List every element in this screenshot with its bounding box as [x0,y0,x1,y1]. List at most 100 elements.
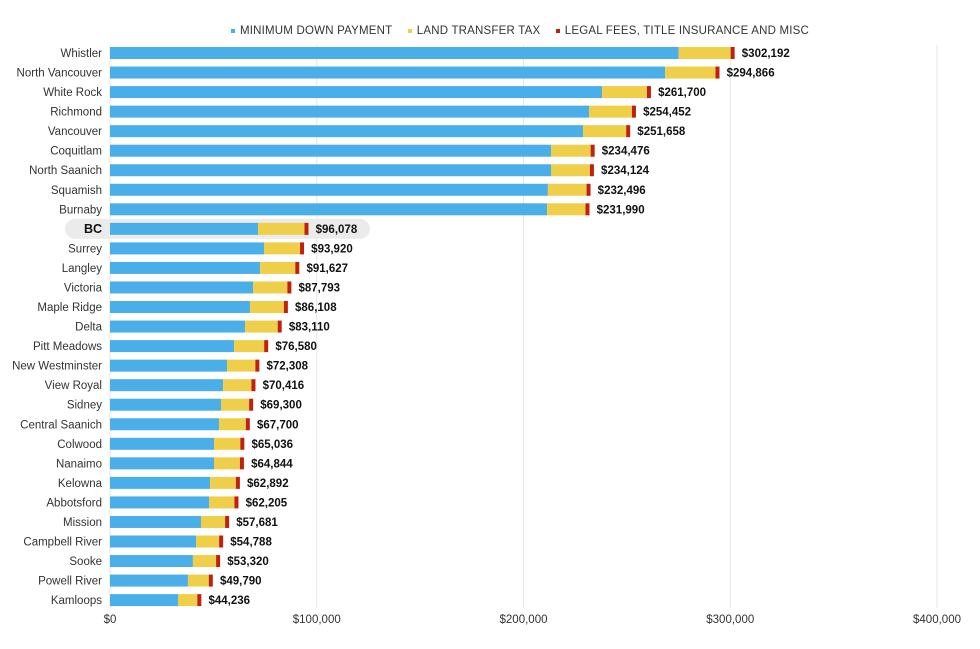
bar-segment-land-transfer-tax [264,242,301,255]
bar-segment-land-transfer-tax [223,379,252,392]
legend-label: LEGAL FEES, TITLE INSURANCE AND MISC [564,25,810,37]
category-label: New Westminster [12,361,102,373]
bar-segment-legal-fees [216,555,221,568]
bar-segment-down-payment [110,476,211,489]
bar-segment-down-payment [110,301,250,314]
total-label: $49,790 [220,576,262,588]
category-label: Abbotsford [46,497,102,509]
legend-swatch [555,28,560,33]
bar-segment-down-payment [110,340,235,353]
category-label: View Royal [45,380,102,392]
bar-segment-land-transfer-tax [602,86,647,99]
total-label: $254,452 [643,107,691,119]
category-label: Surrey [68,243,102,255]
bar-segment-down-payment [110,535,197,548]
total-label: $87,793 [299,282,341,294]
category-label: Kamloops [51,595,102,607]
legend-swatch [230,28,235,33]
total-label: $62,205 [246,497,288,509]
legend-label: MINIMUM DOWN PAYMENT [239,25,393,37]
bar-segment-land-transfer-tax [253,281,288,294]
bar-segment-down-payment [110,437,214,450]
bar-segment-land-transfer-tax [589,105,632,118]
category-label: Vancouver [48,126,102,138]
bar-segment-down-payment [110,555,193,568]
bar-segment-down-payment [110,574,188,587]
bar-segment-down-payment [110,125,584,138]
bar-segment-down-payment [110,281,254,294]
total-label: $70,416 [263,380,305,392]
bar-segment-down-payment [110,164,551,177]
total-label: $302,192 [742,48,790,60]
bar-segment-legal-fees [730,47,735,59]
bar-segment-land-transfer-tax [221,398,250,411]
bar-segment-land-transfer-tax [178,594,198,607]
total-label: $96,078 [316,224,358,236]
bar-segment-down-payment [110,515,201,528]
bar-segment-legal-fees [197,594,202,607]
category-label: Coquitlam [50,146,102,158]
bar-segment-land-transfer-tax [550,144,591,157]
bar-segment-down-payment [110,47,679,59]
total-label: $86,108 [295,302,337,314]
bar-segment-legal-fees [264,340,269,353]
bar-segment-land-transfer-tax [200,515,226,528]
bar-segment-land-transfer-tax [218,418,246,431]
total-label: $64,844 [251,458,293,470]
category-label: Colwood [57,439,102,451]
bar-segment-land-transfer-tax [213,457,240,470]
x-tick-label: $100,000 [293,614,341,626]
x-tick-label: $300,000 [706,614,754,626]
bar-segment-land-transfer-tax [213,437,241,450]
total-label: $65,036 [251,439,293,451]
bar-segment-land-transfer-tax [547,183,587,196]
total-label: $232,496 [598,185,646,197]
bar-segment-legal-fees [295,261,300,274]
bar-segment-land-transfer-tax [227,359,256,372]
x-tick-label: $0 [104,614,117,626]
bar-segment-legal-fees [245,418,250,431]
bar-segment-down-payment [110,457,214,470]
bar-segment-legal-fees [240,437,245,450]
bar-segment-land-transfer-tax [196,535,220,548]
total-label: $44,236 [208,595,250,607]
category-label: Nanaimo [56,458,102,470]
category-label: North Saanich [29,165,102,177]
bar-segment-down-payment [110,379,224,392]
bar-segment-down-payment [110,86,603,99]
bar-segment-land-transfer-tax [209,496,235,509]
bar-segment-down-payment [110,594,179,607]
bar-segment-legal-fees [715,66,720,79]
total-label: $234,124 [601,165,650,177]
bar-segment-legal-fees [225,515,230,528]
legend-item-legal-fees: LEGAL FEES, TITLE INSURANCE AND MISC [555,25,810,37]
bar-segment-down-payment [110,320,246,333]
category-label: Sooke [69,556,102,568]
total-label: $69,300 [260,400,302,412]
bar-segment-land-transfer-tax [678,47,731,59]
category-label: BC [84,222,102,236]
total-label: $251,658 [637,126,686,138]
legend-label: LAND TRANSFER TAX [416,25,541,37]
category-label: White Rock [43,87,102,99]
bar-segment-legal-fees [255,359,260,372]
bar-segment-legal-fees [208,574,213,587]
bar-segment-land-transfer-tax [245,320,278,333]
bar-segment-legal-fees [646,86,651,99]
bar-segment-legal-fees [251,379,256,392]
bar-segment-land-transfer-tax [258,222,305,235]
bar-segment-legal-fees [277,320,282,333]
total-label: $54,788 [230,537,272,549]
bar-segment-down-payment [110,183,548,196]
bar-segment-down-payment [110,203,548,216]
bar-segment-land-transfer-tax [192,555,217,568]
category-label: Pitt Meadows [33,341,102,353]
total-label: $231,990 [597,204,645,216]
bar-segment-down-payment [110,398,222,411]
bar-segment-land-transfer-tax [550,164,590,177]
total-label: $261,700 [658,87,706,99]
category-label: Langley [62,263,103,275]
total-label: $93,920 [311,243,353,255]
legend-item-land-transfer-tax: LAND TRANSFER TAX [407,25,541,37]
